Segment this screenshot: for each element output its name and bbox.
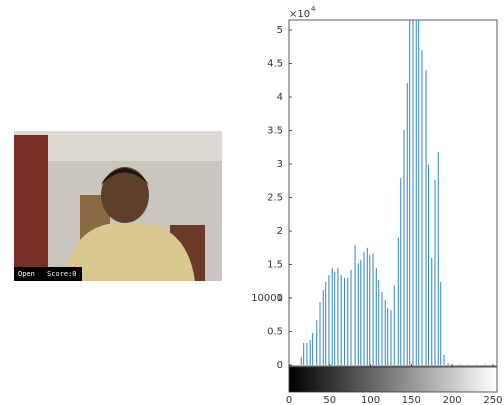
- window: Open Score:0 ×10 4 00.51000011.522.533.5…: [0, 0, 504, 405]
- grayscale-bar: [289, 367, 497, 392]
- y-multiplier: ×10: [289, 9, 310, 20]
- y-tick-label: 3.5: [267, 126, 283, 137]
- y-tick-label: 4.5: [267, 59, 283, 70]
- y-tick-label: 2: [277, 226, 283, 237]
- y-tick-label: 1.5: [267, 260, 283, 271]
- y-tick-label: 2.5: [267, 193, 283, 204]
- webcam-frame: Open Score:0: [14, 131, 222, 281]
- canvas: Open Score:0 ×10 4 00.51000011.522.533.5…: [0, 0, 504, 405]
- x-tick-label: 0: [286, 395, 292, 405]
- y-tick-label: 5: [277, 25, 283, 36]
- y-tick-label: 0.5: [267, 327, 283, 338]
- x-tick-label: 200: [443, 395, 462, 405]
- y-tick-label: 1: [277, 293, 283, 304]
- y-tick-label: 3: [277, 159, 283, 170]
- x-tick-label: 50: [323, 395, 336, 405]
- x-tick-label: 100: [361, 395, 380, 405]
- x-tick-label: 250: [483, 395, 502, 405]
- score-text: Score:0: [47, 270, 77, 278]
- y-multiplier-exponent: 4: [311, 5, 316, 13]
- y-tick-label: 4: [277, 92, 283, 103]
- x-tick-label: 150: [402, 395, 421, 405]
- y-tick-label: 0: [277, 360, 283, 371]
- status-text: Open: [18, 270, 35, 278]
